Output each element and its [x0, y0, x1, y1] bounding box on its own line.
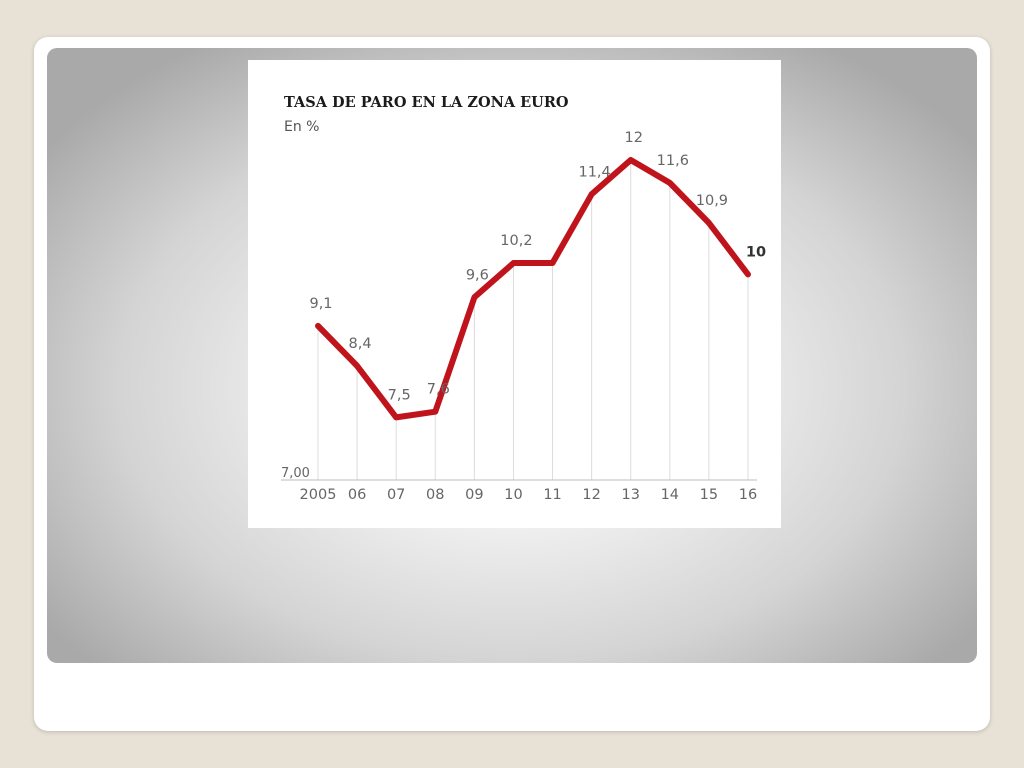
series-line — [315, 157, 751, 421]
chart-title: TASA DE PARO EN LA ZONA EURO — [284, 94, 569, 111]
unemployment-line-chart: TASA DE PARO EN LA ZONA EURO En % 7,00 2… — [281, 94, 766, 503]
data-label: 10 — [746, 244, 766, 260]
x-tick-label: 15 — [700, 487, 718, 503]
x-tick-label: 07 — [387, 487, 405, 503]
data-label: 10,9 — [696, 193, 728, 209]
x-tick-label: 12 — [582, 487, 600, 503]
x-tick-label: 08 — [426, 487, 444, 503]
x-tick-label: 06 — [348, 487, 366, 503]
x-tick-label: 2005 — [300, 487, 337, 503]
data-label: 10,2 — [500, 233, 532, 249]
x-tick-label: 10 — [504, 487, 522, 503]
chart-subtitle: En % — [284, 119, 319, 135]
data-label: 11,4 — [578, 164, 610, 180]
data-label: 8,4 — [349, 336, 372, 352]
data-labels: 9,1 8,4 7,5 7,6 9,6 10,2 11,4 12 11,6 10,9 10 — [309, 130, 766, 403]
grid-lines — [317, 162, 749, 480]
data-label: 11,6 — [657, 153, 689, 169]
y-min-label: 7,00 — [281, 466, 310, 481]
data-label: 7,6 — [427, 382, 450, 398]
chart-card: TASA DE PARO EN LA ZONA EURO En % 7,00 2… — [248, 60, 781, 528]
x-tick-label: 13 — [622, 487, 640, 503]
data-label: 7,5 — [388, 387, 411, 403]
x-tick-label: 11 — [543, 487, 561, 503]
x-tick-label: 14 — [661, 487, 679, 503]
x-tick-label: 09 — [465, 487, 483, 503]
x-tick-label: 16 — [739, 487, 757, 503]
data-label: 9,1 — [309, 296, 332, 312]
data-label: 9,6 — [466, 267, 489, 283]
data-label: 12 — [625, 130, 643, 146]
x-tick-labels: 2005 06 07 08 09 10 11 12 13 14 15 16 — [300, 487, 758, 503]
